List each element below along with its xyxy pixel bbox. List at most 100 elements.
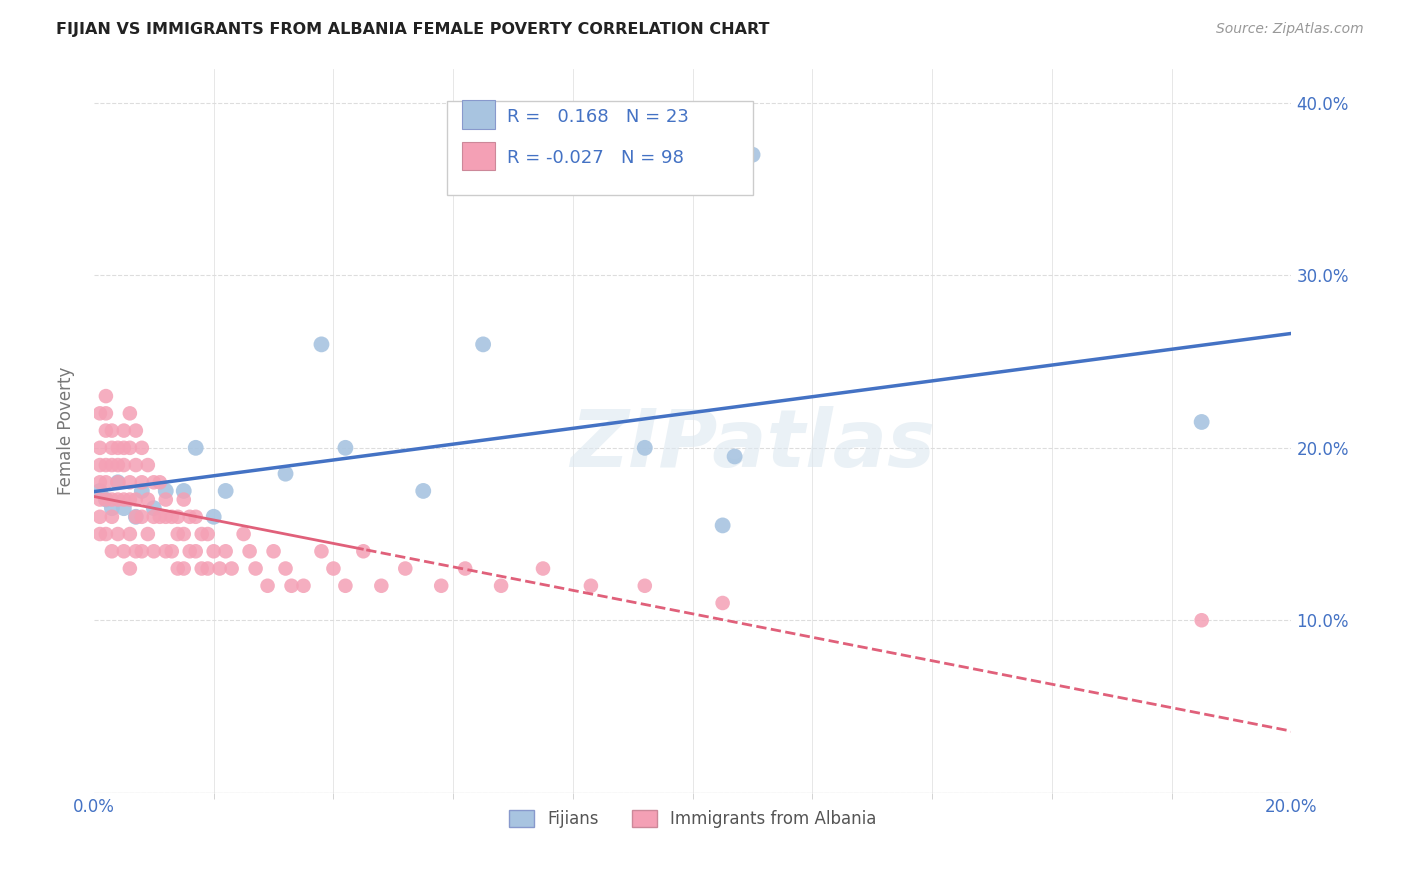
Point	[454, 561, 477, 575]
Point	[711, 596, 734, 610]
Point	[173, 483, 195, 498]
Point	[155, 492, 177, 507]
Point	[94, 389, 117, 403]
Point	[430, 579, 453, 593]
Point	[155, 509, 177, 524]
Point	[190, 527, 212, 541]
Point	[1191, 415, 1213, 429]
Point	[711, 518, 734, 533]
Point	[221, 561, 243, 575]
Text: R = -0.027   N = 98: R = -0.027 N = 98	[508, 149, 683, 167]
Point	[112, 441, 135, 455]
Point	[125, 509, 148, 524]
Point	[197, 561, 219, 575]
Point	[94, 492, 117, 507]
Point	[179, 509, 201, 524]
Point	[89, 483, 111, 498]
Point	[136, 527, 159, 541]
Point	[118, 475, 141, 490]
Point	[118, 441, 141, 455]
Point	[94, 527, 117, 541]
Point	[335, 579, 357, 593]
Point	[125, 544, 148, 558]
Point	[89, 492, 111, 507]
Point	[245, 561, 267, 575]
Point	[112, 424, 135, 438]
Point	[94, 458, 117, 472]
Point	[89, 458, 111, 472]
Point	[166, 561, 188, 575]
Point	[412, 483, 434, 498]
Point	[311, 337, 333, 351]
Point	[184, 509, 207, 524]
Point	[352, 544, 374, 558]
Point	[489, 579, 512, 593]
Point	[579, 579, 602, 593]
Point	[125, 424, 148, 438]
Point	[292, 579, 315, 593]
Point	[89, 475, 111, 490]
Point	[131, 509, 153, 524]
FancyBboxPatch shape	[461, 100, 495, 128]
Point	[335, 441, 357, 455]
Point	[131, 483, 153, 498]
Point	[202, 509, 225, 524]
Point	[107, 527, 129, 541]
Point	[89, 527, 111, 541]
Point	[142, 501, 165, 516]
Point	[184, 544, 207, 558]
Point	[155, 544, 177, 558]
Point	[107, 492, 129, 507]
Point	[274, 467, 297, 481]
Point	[197, 527, 219, 541]
Point	[1191, 613, 1213, 627]
Point	[125, 492, 148, 507]
Point	[89, 406, 111, 420]
Point	[101, 458, 124, 472]
FancyBboxPatch shape	[447, 101, 752, 195]
Point	[190, 561, 212, 575]
Point	[131, 544, 153, 558]
Point	[89, 441, 111, 455]
Text: Source: ZipAtlas.com: Source: ZipAtlas.com	[1216, 22, 1364, 37]
Point	[94, 492, 117, 507]
Point	[125, 509, 148, 524]
Point	[118, 561, 141, 575]
Point	[155, 483, 177, 498]
Point	[741, 147, 763, 161]
Point	[173, 527, 195, 541]
Point	[94, 424, 117, 438]
Point	[142, 475, 165, 490]
Point	[274, 561, 297, 575]
Point	[149, 509, 172, 524]
Point	[179, 544, 201, 558]
Point	[101, 509, 124, 524]
Point	[94, 406, 117, 420]
Point	[394, 561, 416, 575]
Point	[311, 544, 333, 558]
Point	[149, 475, 172, 490]
Point	[634, 579, 657, 593]
Point	[131, 475, 153, 490]
Point	[94, 475, 117, 490]
Point	[101, 492, 124, 507]
Text: R =   0.168   N = 23: R = 0.168 N = 23	[508, 108, 689, 126]
Point	[634, 441, 657, 455]
Point	[107, 475, 129, 490]
Point	[370, 579, 392, 593]
Legend: Fijians, Immigrants from Albania: Fijians, Immigrants from Albania	[502, 804, 883, 835]
Point	[173, 492, 195, 507]
Text: ZIPatlas: ZIPatlas	[569, 406, 935, 484]
Point	[136, 492, 159, 507]
Point	[723, 450, 745, 464]
Point	[256, 579, 278, 593]
Point	[118, 492, 141, 507]
Point	[160, 544, 183, 558]
Point	[101, 441, 124, 455]
Text: FIJIAN VS IMMIGRANTS FROM ALBANIA FEMALE POVERTY CORRELATION CHART: FIJIAN VS IMMIGRANTS FROM ALBANIA FEMALE…	[56, 22, 769, 37]
Point	[118, 527, 141, 541]
Point	[101, 544, 124, 558]
Point	[142, 544, 165, 558]
Point	[263, 544, 285, 558]
Point	[184, 441, 207, 455]
